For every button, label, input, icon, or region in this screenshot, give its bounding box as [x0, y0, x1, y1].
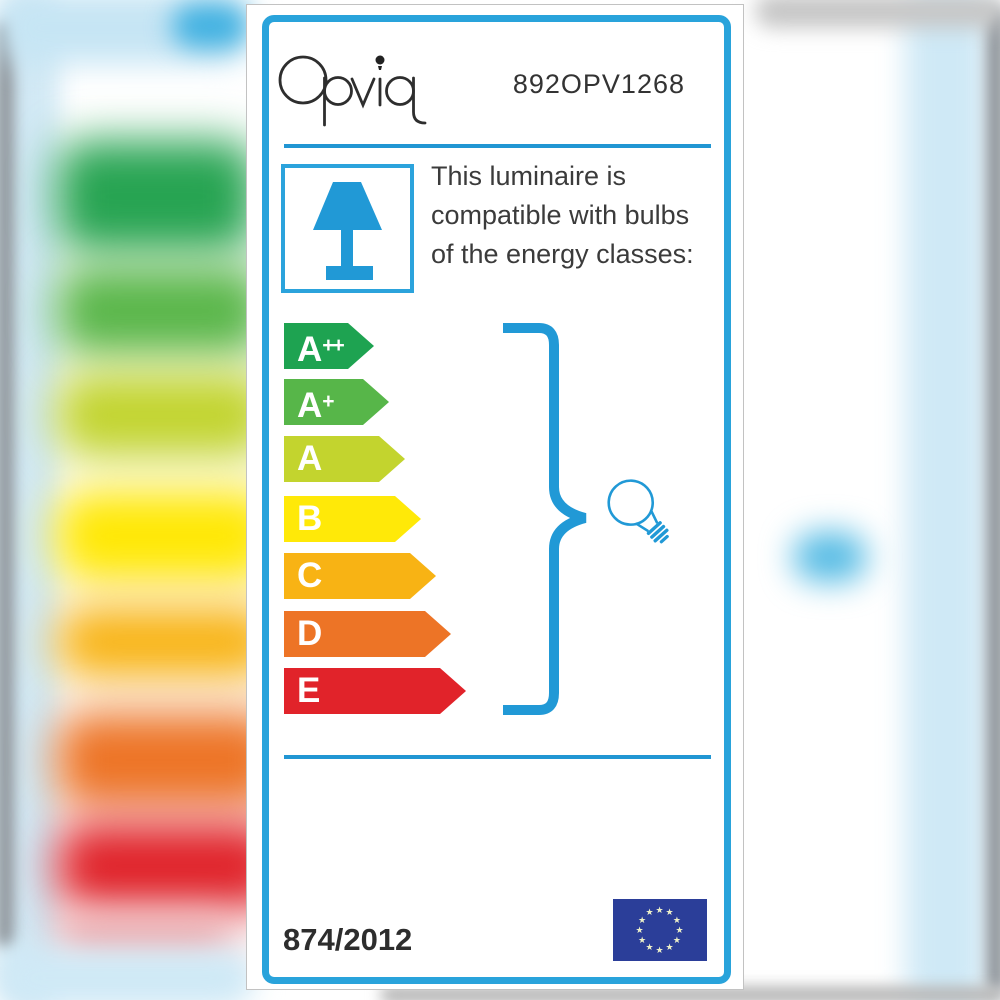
divider-top	[284, 144, 711, 148]
description-text: This luminaire is compatible with bulbs …	[431, 157, 731, 274]
bg-blob	[56, 822, 281, 910]
energy-class-letter: D	[297, 614, 323, 653]
energy-class-arrow-C: C	[284, 553, 436, 599]
eu-flag-star: ★	[665, 941, 674, 952]
energy-class-arrow-B: B	[284, 496, 421, 542]
eu-flag-star: ★	[655, 944, 664, 955]
bg-blob	[56, 140, 256, 253]
logo-letter-p-bowl	[323, 76, 353, 106]
brand-bulb-dot-base	[378, 66, 382, 70]
description-line: This luminaire is	[431, 161, 627, 191]
brand-bulb-dot-icon	[375, 55, 385, 65]
bg-blob	[56, 372, 271, 458]
bg-blob	[172, 4, 248, 48]
logo-letter-o	[278, 55, 328, 105]
brand-logo	[278, 55, 427, 127]
bg-blob	[56, 712, 281, 808]
product-code: 892OPV1268	[512, 69, 685, 99]
eu-flag-star: ★	[655, 904, 664, 915]
energy-class-letter: A++	[297, 330, 343, 369]
energy-class-arrow-A: A	[284, 436, 405, 482]
bg-blob	[0, 948, 255, 1000]
eu-flag-star: ★	[638, 914, 647, 925]
energy-class-arrow-A+: A+	[284, 379, 389, 425]
eu-flag-star: ★	[645, 907, 654, 918]
eu-flag-star: ★	[672, 914, 681, 925]
bg-blob	[793, 532, 867, 582]
eu-flag-star: ★	[665, 907, 674, 918]
bg-blob	[986, 8, 1000, 993]
bg-blob	[56, 265, 266, 357]
label-border	[262, 15, 731, 984]
bulb-icon	[607, 479, 669, 544]
description-line: of the energy classes:	[431, 239, 694, 269]
bg-blob	[0, 22, 14, 947]
logo-letter-q-bowl	[385, 76, 415, 106]
energy-class-arrow-E: E	[284, 668, 466, 714]
luminaire-pictogram-box	[281, 164, 414, 293]
energy-class-letter: A	[297, 439, 323, 478]
bg-blob	[905, 0, 987, 1000]
energy-class-letter: E	[297, 671, 321, 710]
logo-letter-q-tail	[412, 76, 427, 125]
energy-class-letter: B	[297, 499, 323, 538]
eu-flag: ★ ★ ★ ★ ★ ★ ★ ★ ★ ★ ★ ★	[613, 899, 707, 961]
energy-class-letter: A+	[297, 386, 333, 425]
eu-flag-star: ★	[638, 934, 647, 945]
eu-flag-star: ★	[645, 941, 654, 952]
bg-blob	[56, 606, 276, 678]
eu-flag-star: ★	[675, 924, 684, 935]
description-line: compatible with bulbs	[431, 200, 690, 230]
energy-class-arrow-D: D	[284, 611, 451, 657]
bg-blob	[56, 490, 276, 582]
energy-class-letter: C	[297, 556, 323, 595]
lamp-icon	[313, 182, 382, 280]
energy-label-card: 892OPV1268 This luminaire is compatible …	[246, 4, 744, 990]
divider-bottom	[284, 755, 711, 759]
eu-flag-star: ★	[672, 934, 681, 945]
bg-blob	[755, 0, 1000, 28]
brace-icon	[503, 323, 594, 715]
logo-letter-v	[350, 77, 376, 109]
regulation-number: 874/2012	[283, 922, 413, 957]
eu-flag-star: ★	[635, 924, 644, 935]
